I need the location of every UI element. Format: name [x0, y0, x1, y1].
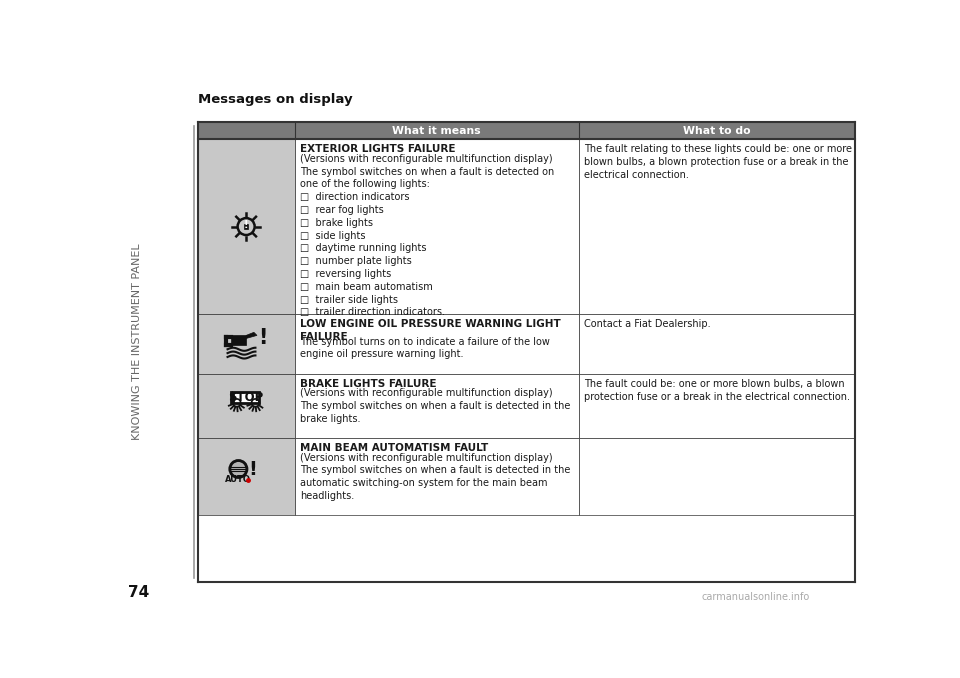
Text: AUTO: AUTO — [226, 475, 252, 484]
Bar — [295, 438, 579, 515]
Bar — [198, 374, 295, 438]
Bar — [579, 374, 854, 438]
Text: MAIN BEAM AUTOMATISM FAULT: MAIN BEAM AUTOMATISM FAULT — [300, 443, 489, 454]
Bar — [233, 392, 259, 403]
Text: Contact a Fiat Dealership.: Contact a Fiat Dealership. — [584, 319, 710, 330]
Text: What it means: What it means — [393, 125, 481, 136]
Text: The symbol turns on to indicate a failure of the low
engine oil pressure warning: The symbol turns on to indicate a failur… — [300, 336, 550, 359]
Bar — [198, 139, 295, 314]
Bar — [579, 438, 854, 515]
Bar — [295, 314, 579, 374]
Bar — [295, 139, 579, 314]
Text: EXTERIOR LIGHTS FAILURE: EXTERIOR LIGHTS FAILURE — [300, 144, 456, 155]
Text: !: ! — [258, 329, 268, 348]
Text: !: ! — [244, 220, 249, 231]
Bar — [579, 314, 854, 374]
Text: The fault could be: one or more blown bulbs, a blown
protection fuse or a break : The fault could be: one or more blown bu… — [584, 379, 851, 402]
Text: 74: 74 — [128, 585, 149, 600]
Circle shape — [229, 460, 247, 477]
Polygon shape — [246, 332, 257, 338]
Bar — [244, 224, 249, 229]
Text: BRAKE LIGHTS FAILURE: BRAKE LIGHTS FAILURE — [300, 379, 437, 389]
Text: carmanualsonline.info: carmanualsonline.info — [702, 593, 809, 602]
Bar — [198, 438, 295, 515]
Text: (Versions with reconfigurable multifunction display)
The symbol switches on when: (Versions with reconfigurable multifunct… — [300, 154, 555, 317]
Bar — [295, 374, 579, 438]
Text: (Versions with reconfigurable multifunction display)
The symbol switches on when: (Versions with reconfigurable multifunct… — [300, 388, 570, 424]
Polygon shape — [230, 336, 246, 344]
Bar — [198, 122, 854, 139]
Text: KNOWING THE INSTRUMENT PANEL: KNOWING THE INSTRUMENT PANEL — [132, 243, 142, 440]
Text: STOP: STOP — [228, 391, 264, 404]
Text: LOW ENGINE OIL PRESSURE WARNING LIGHT
FAILURE: LOW ENGINE OIL PRESSURE WARNING LIGHT FA… — [300, 319, 561, 342]
Text: !: ! — [248, 460, 256, 479]
Text: What to do: What to do — [683, 125, 751, 136]
Bar — [579, 139, 854, 314]
Text: (Versions with reconfigurable multifunction display)
The symbol switches on when: (Versions with reconfigurable multifunct… — [300, 453, 570, 501]
Bar — [198, 314, 295, 374]
Text: Messages on display: Messages on display — [198, 93, 352, 106]
Text: The fault relating to these lights could be: one or more
blown bulbs, a blown pr: The fault relating to these lights could… — [584, 144, 852, 180]
